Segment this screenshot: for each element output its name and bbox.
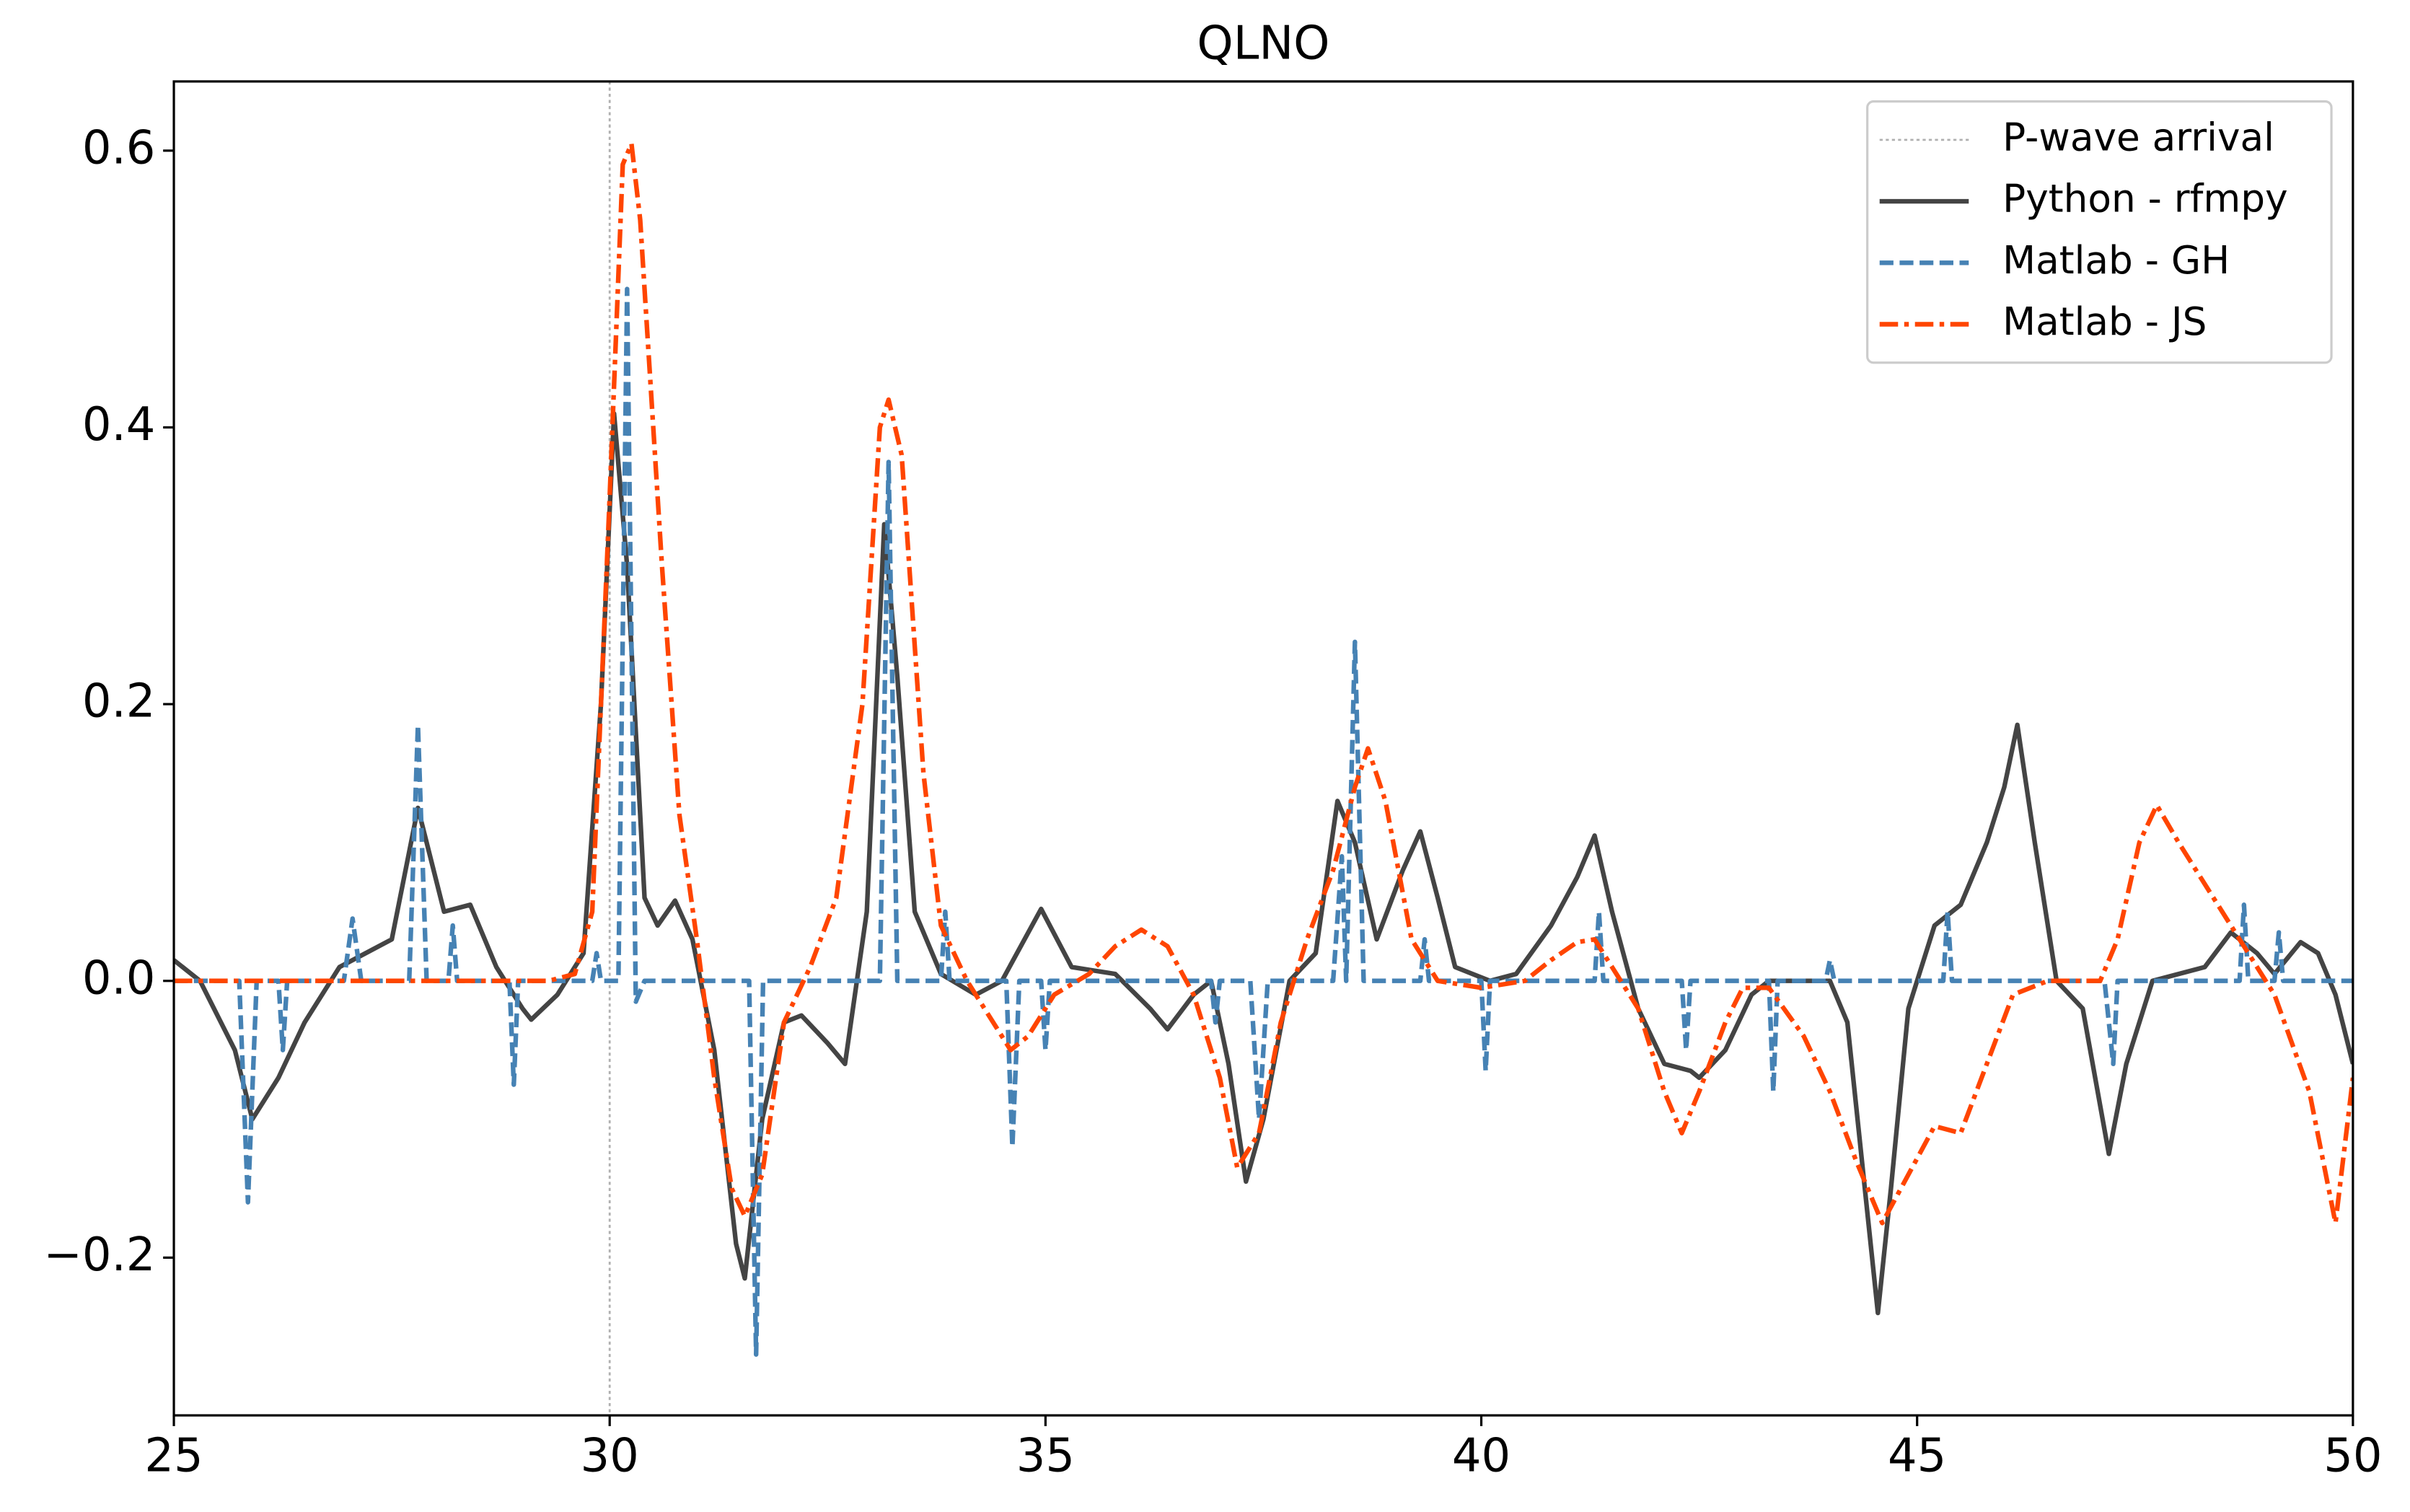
x-tick-label: 45 (1888, 1429, 1946, 1482)
chart-title: QLNO (1197, 17, 1329, 70)
series-line (174, 286, 2353, 1357)
y-tick-label: 0.6 (82, 121, 156, 175)
plot-frame (172, 80, 2354, 1417)
x-tick-label: 40 (1452, 1429, 1510, 1482)
series-line (174, 141, 2353, 1226)
x-tick-label: 50 (2323, 1429, 2382, 1482)
legend-label: Matlab - GH (2002, 238, 2230, 283)
y-tick-label: −0.2 (43, 1228, 155, 1282)
y-tick-label: 0.0 (82, 951, 156, 1005)
y-tick-label: 0.4 (82, 398, 156, 452)
x-tick-label: 30 (581, 1429, 639, 1482)
series-line (174, 411, 2353, 1316)
x-tick-label: 25 (144, 1429, 203, 1482)
legend-label: Python - rfmpy (2002, 177, 2287, 221)
legend-label: P-wave arrival (2002, 115, 2274, 160)
x-tick-label: 35 (1016, 1429, 1075, 1482)
y-tick-label: 0.2 (82, 675, 156, 729)
legend-box (1866, 100, 2333, 364)
legend-label: Matlab - JS (2002, 299, 2207, 344)
